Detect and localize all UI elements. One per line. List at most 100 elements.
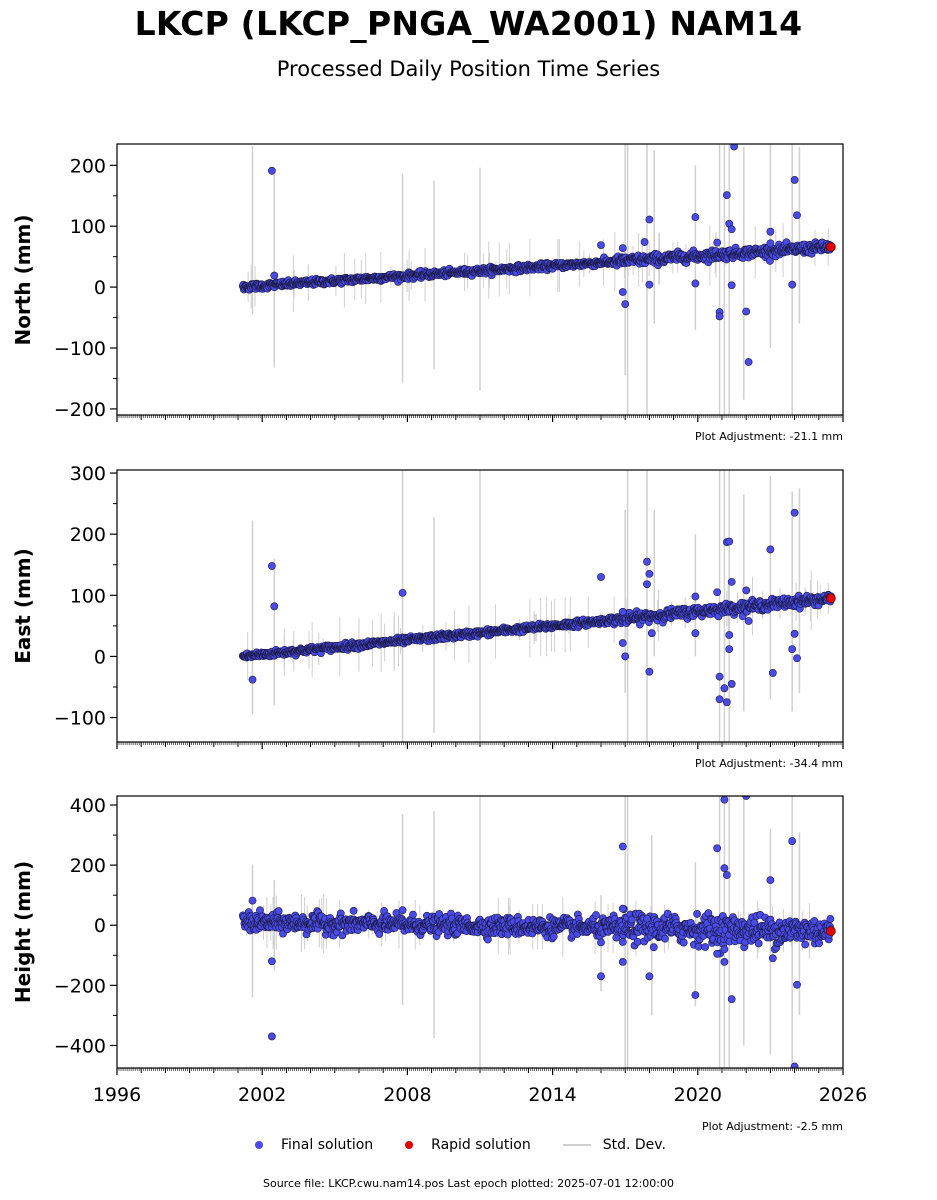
final-solution-outlier <box>793 980 801 989</box>
final-solution-outlier <box>727 281 736 290</box>
y-tick-label: −100 <box>54 338 106 360</box>
final-solution-outlier <box>715 312 724 321</box>
final-solution-outlier <box>691 629 700 638</box>
final-solution-point <box>549 932 558 941</box>
final-solution-points <box>238 796 835 1068</box>
std-dev-line-icon <box>562 1144 591 1146</box>
final-solution-outlier <box>722 191 731 200</box>
final-solution-outlier <box>788 837 797 845</box>
final-solution-outlier <box>766 227 775 236</box>
y-tick-label: 0 <box>94 915 106 937</box>
final-solution-outlier <box>643 914 651 923</box>
final-solution-outlier <box>248 896 257 905</box>
final-solution-outlier <box>621 652 630 661</box>
final-solution-outlier <box>793 654 801 663</box>
panel-3: −400 −200 0 200 400 1996 2002 2008 2014 2020 2026 H… <box>11 795 867 1133</box>
final-solution-outlier <box>725 631 734 639</box>
x-tick-label: 2008 <box>383 1084 431 1106</box>
final-solution-point <box>618 938 627 946</box>
final-solution-point <box>693 910 702 918</box>
x-tick-label: 2026 <box>819 1084 867 1106</box>
y-tick-label: 0 <box>94 646 106 668</box>
final-solution-outlier <box>720 684 729 693</box>
final-solution-outlier <box>647 629 656 638</box>
final-solution-outlier <box>742 307 751 316</box>
x-tick-label: 2014 <box>528 1084 576 1106</box>
legend-rapid-label: Rapid solution <box>431 1137 531 1153</box>
final-solution-points <box>238 144 835 366</box>
final-solution-outlier <box>790 176 799 184</box>
final-solution-point <box>815 939 824 948</box>
final-solution-outlier <box>267 562 276 570</box>
final-solution-outlier <box>720 945 729 954</box>
final-solution-outlier <box>618 958 627 966</box>
rapid-solution-point <box>826 242 836 252</box>
y-tick-label: 0 <box>94 277 106 299</box>
final-solution-outlier <box>267 1032 276 1041</box>
final-solution-point <box>649 943 658 952</box>
final-solution-outlier <box>597 938 605 947</box>
final-solution-outlier <box>715 695 724 704</box>
plot-area <box>238 470 836 742</box>
legend-final: Final solution <box>255 1137 373 1153</box>
rapid-solution-point <box>826 593 836 604</box>
chart-title: LKCP (LKCP_PNGA_WA2001) NAM14 <box>134 4 803 43</box>
final-solution-outlier <box>267 957 276 966</box>
final-solution-outlier <box>768 669 777 677</box>
final-solution-outlier <box>722 698 731 707</box>
chart-subtitle: Processed Daily Position Time Series <box>276 57 661 81</box>
final-solution-outlier <box>744 617 753 625</box>
final-solution-outlier <box>640 238 649 246</box>
source-footnote: Source file: LKCP.cwu.nam14.pos Last epo… <box>262 1177 675 1190</box>
final-solution-outlier <box>713 588 722 597</box>
final-solution-point <box>661 934 669 943</box>
y-tick-label: 200 <box>70 155 106 177</box>
final-solution-outlier <box>720 864 729 873</box>
final-solution-point <box>409 910 417 919</box>
final-solution-point <box>694 942 703 951</box>
final-solution-outlier <box>618 244 627 253</box>
final-solution-outlier <box>713 949 722 958</box>
final-solution-outlier <box>643 557 651 566</box>
final-solution-outlier <box>713 238 722 247</box>
y-tick-label: 200 <box>70 855 106 877</box>
y-tick-label: −200 <box>54 399 106 421</box>
x-tick-label: 1996 <box>93 1084 141 1106</box>
final-solution-outlier <box>766 239 775 248</box>
final-solution-outlier <box>270 602 279 611</box>
plot-area <box>238 144 836 415</box>
final-solution-outlier <box>267 166 276 175</box>
final-solution-point <box>801 940 810 949</box>
plot-adjustment-label: Plot Adjustment: -34.4 mm <box>695 757 843 770</box>
final-solution-outlier <box>691 213 700 221</box>
final-solution-outlier <box>618 842 627 851</box>
final-solution-outlier <box>727 995 736 1004</box>
final-solution-outlier <box>790 508 799 517</box>
final-solution-outlier <box>618 607 627 616</box>
final-solution-outlier <box>742 586 751 595</box>
final-solution-point <box>484 935 492 944</box>
final-solution-outlier <box>744 358 753 366</box>
final-solution-outlier <box>766 876 775 885</box>
legend-stddev-label: Std. Dev. <box>602 1137 666 1153</box>
final-solution-point <box>679 938 688 947</box>
final-solution-point <box>701 943 710 951</box>
y-tick-label: 300 <box>70 463 106 485</box>
y-axis-label: East (mm) <box>11 548 35 664</box>
y-tick-label: 400 <box>70 795 106 817</box>
legend: Final solution Rapid solution Std. Dev. <box>255 1137 698 1153</box>
plot-adjustment-label: Plot Adjustment: -21.1 mm <box>695 430 843 443</box>
final-solution-outlier <box>645 570 654 578</box>
final-solution-outlier <box>691 991 700 999</box>
final-solution-outlier <box>788 645 797 653</box>
final-solution-point <box>627 915 636 924</box>
final-solution-outlier <box>621 300 630 309</box>
final-solution-outlier <box>645 972 654 981</box>
rapid-solution-marker-icon <box>405 1141 414 1149</box>
y-tick-label: −400 <box>54 1035 106 1057</box>
final-solution-outlier <box>618 639 627 647</box>
final-solution-outlier <box>270 271 279 280</box>
y-tick-label: 100 <box>70 585 106 607</box>
final-solution-outlier <box>691 279 700 288</box>
final-solution-outlier <box>727 577 736 586</box>
